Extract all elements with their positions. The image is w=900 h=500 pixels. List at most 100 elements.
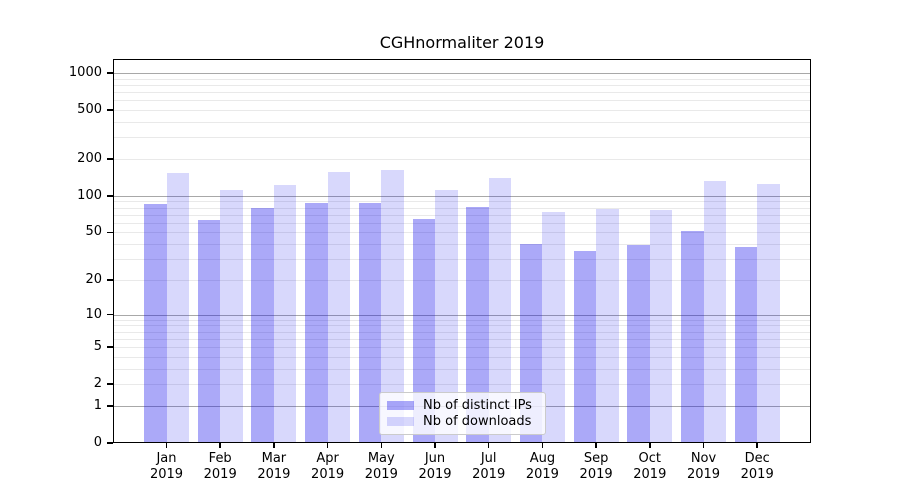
bar-downloads-mar bbox=[273, 184, 297, 443]
bar-ips-jan bbox=[144, 203, 167, 443]
gridline-major bbox=[113, 73, 811, 75]
bar-downloads-oct bbox=[649, 209, 673, 443]
x-tick-mark bbox=[649, 443, 651, 448]
gridline-minor bbox=[113, 356, 811, 358]
y-tick-mark bbox=[107, 442, 113, 444]
gridline-minor bbox=[113, 319, 811, 321]
x-tick-label: Jan 2019 bbox=[149, 451, 184, 482]
gridline-minor bbox=[113, 331, 811, 333]
gridline-minor bbox=[113, 232, 811, 234]
bar-downloads-jun bbox=[435, 189, 458, 443]
legend-item-distinct-ips: Nb of distinct IPs bbox=[387, 398, 537, 413]
plot-area bbox=[113, 59, 811, 443]
y-tick-mark bbox=[107, 231, 113, 234]
x-tick-mark bbox=[219, 443, 221, 448]
x-tick-label: May 2019 bbox=[364, 451, 398, 482]
bar-ips-feb bbox=[197, 220, 221, 443]
gridline-minor bbox=[113, 347, 811, 349]
gridline-minor bbox=[113, 159, 811, 161]
x-tick-label: Nov 2019 bbox=[686, 451, 721, 482]
chart-title: CGHnormaliter 2019 bbox=[379, 33, 545, 52]
y-tick-mark bbox=[107, 195, 113, 197]
x-tick-label: Oct 2019 bbox=[633, 451, 667, 482]
bar-downloads-apr bbox=[327, 171, 351, 443]
bar-downloads-sep bbox=[596, 209, 619, 443]
gridline-minor bbox=[113, 244, 811, 246]
legend-swatch-distinct-ips bbox=[387, 401, 414, 411]
gridline-minor bbox=[113, 214, 811, 216]
x-tick-mark bbox=[273, 443, 275, 448]
gridline-major bbox=[113, 314, 811, 316]
legend: Nb of distinct IPs Nb of downloads bbox=[379, 392, 546, 435]
x-tick-mark bbox=[165, 443, 168, 448]
y-tick-label: 100 bbox=[77, 187, 102, 203]
gridline-minor bbox=[113, 201, 811, 203]
y-tick-mark bbox=[107, 313, 113, 316]
gridline-minor bbox=[113, 137, 811, 139]
x-tick-mark bbox=[434, 443, 436, 448]
bar-downloads-jan bbox=[166, 173, 189, 443]
gridline-minor bbox=[113, 207, 811, 209]
gridline-minor bbox=[113, 259, 811, 261]
gridline-minor bbox=[113, 368, 811, 370]
x-tick-label: Jun 2019 bbox=[418, 451, 452, 482]
gridline-minor bbox=[113, 384, 811, 386]
bar-downloads-nov bbox=[703, 181, 726, 443]
x-tick-label: Apr 2019 bbox=[311, 451, 345, 482]
y-tick-label: 0 bbox=[93, 435, 102, 450]
x-tick-label: Feb 2019 bbox=[203, 451, 237, 482]
y-tick-label: 50 bbox=[85, 224, 102, 240]
gridline-minor bbox=[113, 325, 811, 327]
y-tick-label: 200 bbox=[77, 151, 102, 167]
bar-ips-jul bbox=[466, 207, 489, 443]
bar-downloads-dec bbox=[757, 184, 780, 443]
x-tick-label: Sep 2019 bbox=[579, 451, 613, 482]
x-tick-mark bbox=[380, 443, 383, 448]
y-tick-label: 500 bbox=[77, 102, 102, 118]
y-tick-mark bbox=[107, 279, 113, 281]
y-tick-label: 1000 bbox=[68, 65, 102, 81]
bar-ips-apr bbox=[305, 202, 328, 443]
gridline-minor bbox=[113, 110, 811, 112]
x-tick-mark bbox=[326, 443, 329, 448]
bar-downloads-jul bbox=[488, 178, 512, 443]
y-tick-label: 20 bbox=[85, 271, 102, 287]
x-tick-label: Jul 2019 bbox=[472, 451, 506, 482]
gridline-minor bbox=[113, 92, 811, 94]
bar-ips-oct bbox=[627, 245, 650, 443]
gridline-minor bbox=[113, 279, 811, 281]
x-tick-mark bbox=[487, 443, 490, 448]
gridline-minor bbox=[113, 84, 811, 86]
y-tick-label: 2 bbox=[93, 376, 102, 392]
y-tick-label: 5 bbox=[93, 339, 102, 355]
bar-ips-may bbox=[358, 203, 382, 443]
gridline-minor bbox=[113, 100, 811, 102]
y-tick-mark bbox=[107, 405, 113, 407]
y-tick-mark bbox=[107, 346, 113, 348]
legend-label-downloads: Nb of downloads bbox=[423, 413, 532, 429]
gridline-minor bbox=[113, 78, 811, 80]
y-tick-mark bbox=[107, 383, 113, 385]
bar-ips-jun bbox=[412, 218, 435, 443]
y-tick-mark bbox=[107, 109, 113, 111]
bar-downloads-aug bbox=[542, 211, 565, 443]
gridline-minor bbox=[113, 338, 811, 340]
bar-downloads-feb bbox=[220, 189, 243, 443]
x-tick-mark bbox=[541, 443, 544, 448]
gridline-minor bbox=[113, 222, 811, 224]
legend-swatch-downloads bbox=[387, 416, 414, 426]
legend-label-distinct-ips: Nb of distinct IPs bbox=[423, 398, 532, 414]
x-tick-label: Mar 2019 bbox=[257, 451, 291, 482]
y-tick-mark bbox=[107, 72, 113, 74]
y-tick-label: 1 bbox=[93, 397, 102, 413]
y-tick-label: 10 bbox=[85, 306, 102, 322]
x-tick-mark bbox=[595, 443, 597, 448]
bar-ips-dec bbox=[734, 246, 758, 443]
bar-ips-mar bbox=[251, 208, 274, 443]
x-tick-label: Dec 2019 bbox=[740, 451, 774, 482]
gridline-minor bbox=[113, 122, 811, 124]
bar-downloads-may bbox=[381, 169, 404, 443]
bar-ips-nov bbox=[681, 231, 704, 443]
legend-item-downloads: Nb of downloads bbox=[387, 414, 537, 429]
